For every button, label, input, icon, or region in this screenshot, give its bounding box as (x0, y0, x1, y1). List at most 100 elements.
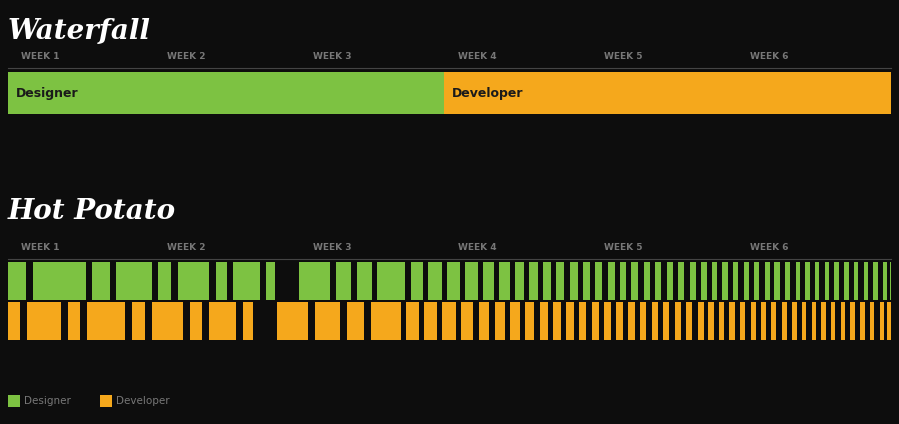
Bar (873, 262, 877, 300)
Bar (850, 302, 855, 340)
Text: Waterfall: Waterfall (8, 18, 151, 45)
Bar (442, 302, 456, 340)
Bar (428, 262, 441, 300)
Text: Developer: Developer (116, 396, 170, 406)
Bar (444, 72, 891, 114)
Bar (8, 395, 20, 407)
Bar (644, 262, 650, 300)
Bar (411, 262, 423, 300)
Bar (579, 302, 586, 340)
Bar (708, 302, 714, 340)
Text: WEEK 2: WEEK 2 (167, 52, 206, 61)
Bar (785, 262, 790, 300)
Bar (831, 302, 835, 340)
Bar (515, 262, 524, 300)
Bar (525, 302, 534, 340)
Bar (740, 302, 745, 340)
Bar (371, 302, 401, 340)
Bar (406, 302, 419, 340)
Bar (667, 262, 672, 300)
Text: WEEK 5: WEEK 5 (604, 243, 643, 252)
Bar (424, 302, 437, 340)
Bar (595, 262, 602, 300)
Bar (158, 262, 172, 300)
Bar (712, 262, 717, 300)
Bar (686, 302, 692, 340)
Bar (617, 302, 623, 340)
Bar (678, 262, 684, 300)
Bar (754, 262, 760, 300)
Bar (719, 302, 724, 340)
Bar (792, 302, 797, 340)
Bar (299, 262, 330, 300)
Bar (177, 262, 209, 300)
Bar (553, 302, 561, 340)
Bar (347, 302, 364, 340)
Bar (743, 262, 749, 300)
Bar (461, 302, 474, 340)
Bar (652, 302, 658, 340)
Bar (815, 262, 820, 300)
Bar (774, 262, 779, 300)
Bar (466, 262, 477, 300)
Bar (628, 302, 635, 340)
Bar (860, 302, 865, 340)
Bar (68, 302, 80, 340)
Bar (822, 302, 825, 340)
Bar (483, 262, 494, 300)
Bar (824, 262, 829, 300)
Bar (879, 302, 884, 340)
Bar (539, 302, 547, 340)
Bar (243, 302, 254, 340)
Bar (209, 302, 236, 340)
Bar (698, 302, 704, 340)
Bar (499, 262, 510, 300)
Bar (604, 302, 611, 340)
Bar (870, 302, 874, 340)
Bar (886, 302, 891, 340)
Bar (316, 302, 340, 340)
Bar (529, 262, 538, 300)
Bar (92, 262, 110, 300)
Bar (377, 262, 405, 300)
Bar (100, 395, 112, 407)
Text: WEEK 4: WEEK 4 (458, 243, 497, 252)
Bar (729, 302, 734, 340)
Text: WEEK 6: WEEK 6 (750, 243, 788, 252)
Bar (556, 262, 565, 300)
Text: WEEK 6: WEEK 6 (750, 52, 788, 61)
Text: WEEK 3: WEEK 3 (313, 243, 352, 252)
Text: WEEK 2: WEEK 2 (167, 243, 206, 252)
Bar (447, 262, 460, 300)
Text: Hot Potato: Hot Potato (8, 198, 176, 225)
Bar (854, 262, 859, 300)
Bar (781, 302, 787, 340)
Bar (723, 262, 727, 300)
Bar (583, 262, 590, 300)
Bar (834, 262, 839, 300)
Text: Designer: Designer (24, 396, 71, 406)
Bar (32, 262, 85, 300)
Bar (233, 262, 260, 300)
Bar (478, 302, 489, 340)
Text: WEEK 5: WEEK 5 (604, 52, 643, 61)
Text: WEEK 3: WEEK 3 (313, 52, 352, 61)
Text: WEEK 4: WEEK 4 (458, 52, 497, 61)
Bar (663, 302, 670, 340)
Bar (655, 262, 662, 300)
Bar (690, 262, 696, 300)
Bar (131, 302, 145, 340)
Bar (733, 262, 738, 300)
Bar (796, 262, 800, 300)
Bar (266, 262, 275, 300)
Bar (8, 72, 444, 114)
Bar (190, 302, 202, 340)
Bar (566, 302, 574, 340)
Bar (608, 262, 615, 300)
Text: WEEK 1: WEEK 1 (22, 243, 59, 252)
Bar (864, 262, 868, 300)
Bar (152, 302, 182, 340)
Bar (592, 302, 599, 340)
Bar (336, 262, 351, 300)
Bar (570, 262, 577, 300)
